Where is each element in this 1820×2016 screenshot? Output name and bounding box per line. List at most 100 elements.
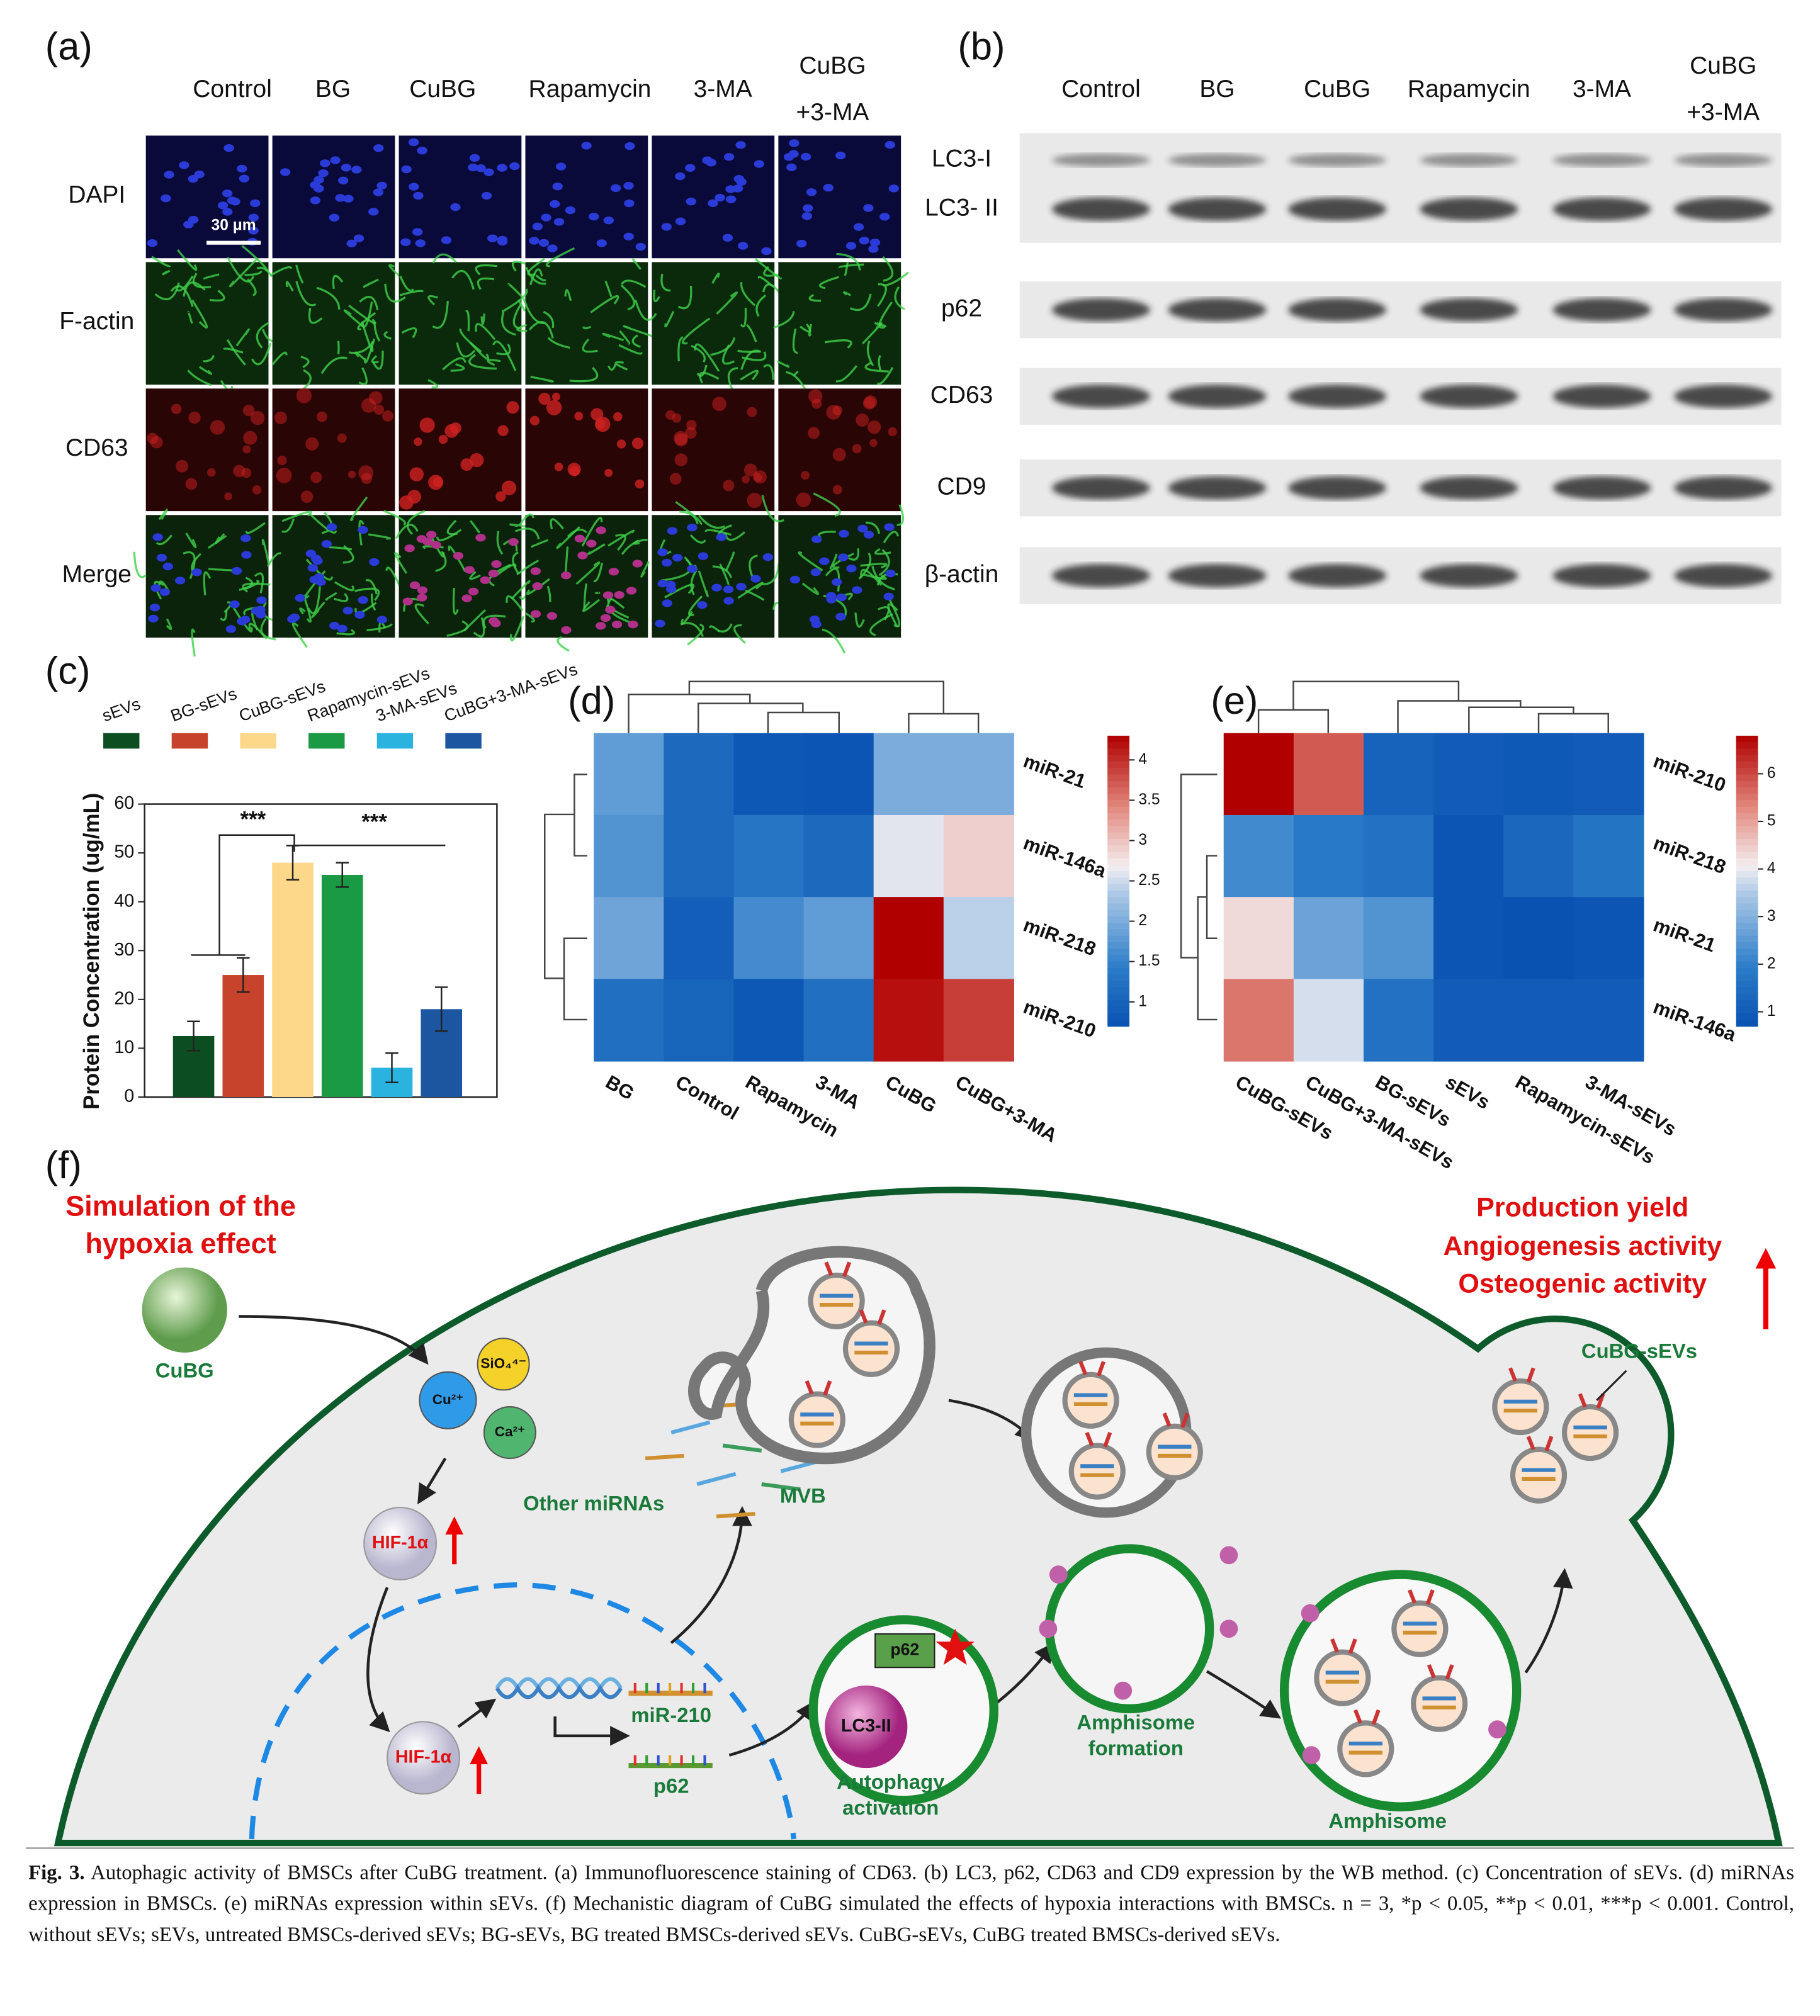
colorbar-slice <box>1736 845 1758 853</box>
nucleus <box>287 615 298 623</box>
cd63-spot <box>743 463 757 477</box>
fiber <box>256 322 269 349</box>
fiber <box>203 355 215 363</box>
nucleus <box>605 605 616 614</box>
fiber <box>822 628 846 654</box>
caption-title: Fig. 3. <box>28 1862 85 1884</box>
fiber <box>450 363 465 372</box>
column-label: CuBG +3-MA <box>1687 53 1760 127</box>
column-label: BG <box>602 1071 638 1104</box>
cd63-spot <box>631 437 644 449</box>
fiber <box>687 595 703 616</box>
nucleus <box>786 163 797 171</box>
fiber <box>633 539 640 545</box>
nucleus <box>883 592 894 600</box>
sev-protein <box>1330 1638 1357 1654</box>
micrograph-bg <box>398 262 522 385</box>
colorbar-label: 4 <box>1767 860 1776 877</box>
nucleus <box>250 199 261 208</box>
micrograph <box>501 247 654 385</box>
fiber <box>383 510 407 526</box>
colorbar-slice <box>1736 735 1758 743</box>
fiber <box>154 580 164 600</box>
fiber <box>848 548 860 561</box>
fiber <box>711 273 720 284</box>
heat-cell <box>1223 814 1294 898</box>
nucleus <box>655 619 665 628</box>
column-label-box: 3-MA <box>694 76 752 103</box>
fiber <box>235 328 250 347</box>
nucleus <box>532 582 543 590</box>
nucleus <box>150 584 161 592</box>
colorbar-slice <box>1736 826 1758 833</box>
colorbar-slice <box>1107 787 1130 795</box>
blot-band <box>1552 564 1651 588</box>
nucleus <box>577 551 588 560</box>
heat-cell <box>664 814 735 898</box>
heat-cell <box>1293 979 1365 1062</box>
column-label: BG <box>315 76 351 104</box>
nucleus <box>400 238 411 246</box>
nucleus <box>156 553 167 562</box>
nucleus <box>869 239 881 247</box>
micrograph <box>272 135 395 259</box>
row-label: CD63 <box>930 381 993 408</box>
nucleus <box>796 239 807 248</box>
column-label-box: Control <box>1061 76 1141 103</box>
outcome-label: Osteogenic activity <box>1458 1269 1707 1299</box>
nucleus <box>469 154 480 162</box>
cd63-spot <box>574 412 584 420</box>
heat-cell <box>1503 733 1574 816</box>
micrograph <box>269 262 414 390</box>
y-axis-label: Protein Concentration (ug/mL) <box>79 793 104 1110</box>
cd63-spot <box>747 492 762 509</box>
cd63-spot <box>438 434 448 444</box>
caption-text: Autophagic activity of BMSCs after CuBG … <box>28 1862 1794 1947</box>
nucleus <box>687 523 698 532</box>
panel-label: (e) <box>1211 679 1258 723</box>
cd63-spot <box>252 485 262 495</box>
colorbar-slice <box>1736 987 1758 994</box>
fiber <box>191 299 208 329</box>
nucleus <box>581 142 592 150</box>
micrograph <box>145 245 274 392</box>
nucleus <box>806 188 817 196</box>
nucleus <box>608 568 619 576</box>
column-label-box: CuBG <box>1304 76 1371 103</box>
fiber <box>281 518 295 533</box>
nucleus <box>723 585 734 594</box>
cd63-spot <box>864 395 878 408</box>
fiber <box>512 551 520 575</box>
sev-protein <box>1526 1436 1554 1451</box>
nucleus <box>600 614 611 622</box>
fiber <box>500 312 516 336</box>
nucleus <box>711 583 722 592</box>
fiber <box>361 321 374 352</box>
nucleus <box>475 164 486 172</box>
nucleus <box>310 196 321 205</box>
cd63-spot <box>250 410 265 425</box>
nucleus <box>611 620 623 629</box>
nucleus <box>426 531 437 539</box>
lc3-sphere <box>825 1685 908 1769</box>
heat-cell <box>1293 733 1365 816</box>
blot-band <box>1674 476 1773 500</box>
fiber <box>245 522 266 534</box>
nucleus <box>481 191 492 200</box>
membrane-protein <box>1488 1720 1506 1739</box>
fiber <box>496 531 504 555</box>
sev <box>808 1272 865 1330</box>
fiber <box>281 510 312 522</box>
sev-protein <box>1508 1367 1535 1383</box>
nucleus <box>857 524 868 532</box>
error-bar <box>385 1052 398 1083</box>
fiber <box>836 252 861 271</box>
nucleus <box>723 597 734 605</box>
heat-cell <box>1363 814 1435 898</box>
fiber <box>239 577 254 591</box>
cd63-spot <box>428 475 444 490</box>
nucleus <box>722 234 733 242</box>
fiber <box>620 284 635 311</box>
dendrogram <box>1180 680 1609 1021</box>
fiber <box>687 623 704 646</box>
